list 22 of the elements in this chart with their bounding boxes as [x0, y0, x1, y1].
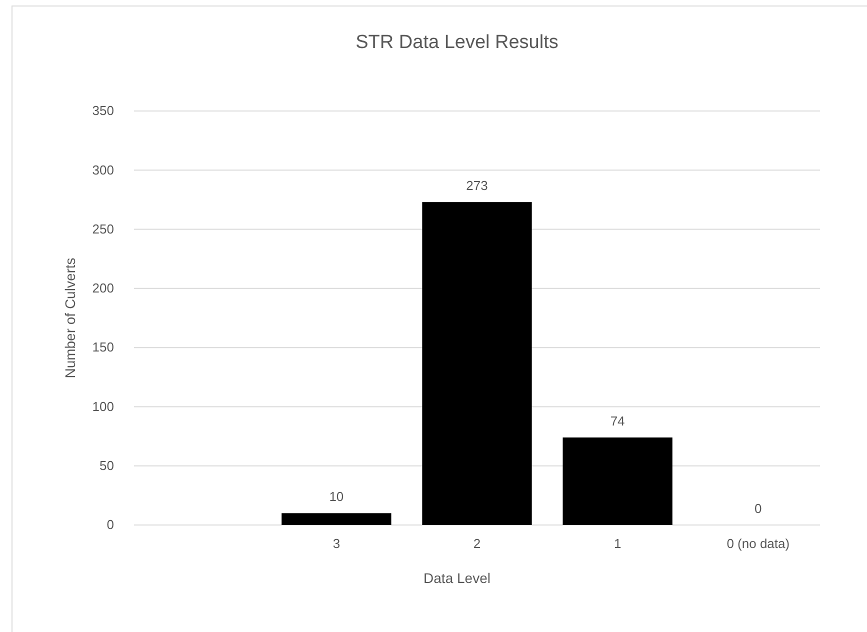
x-tick-label: 2 — [473, 536, 481, 552]
y-tick-label: 100 — [92, 398, 114, 414]
data-label: 0 — [754, 501, 762, 516]
y-tick-label: 300 — [92, 162, 114, 178]
data-label: 10 — [329, 489, 344, 504]
y-axis-title: Number of Culverts — [62, 258, 78, 378]
y-tick-label: 200 — [92, 280, 114, 296]
bar — [562, 437, 672, 525]
chart-title: STR Data Level Results — [356, 32, 558, 53]
y-tick-label: 150 — [92, 340, 114, 355]
bar — [422, 202, 532, 525]
y-tick-label: 50 — [100, 458, 114, 474]
x-tick-label: 0 (no data) — [726, 536, 790, 552]
bar — [282, 513, 392, 525]
y-tick-label: 350 — [92, 103, 114, 118]
data-label: 74 — [610, 413, 625, 428]
x-tick-label: 3 — [332, 536, 340, 552]
y-tick-label: 0 — [106, 517, 114, 532]
x-axis-title: Data Level — [424, 570, 490, 586]
data-label: 273 — [466, 178, 488, 194]
y-tick-label: 250 — [92, 221, 114, 236]
x-tick-label: 1 — [614, 536, 622, 552]
